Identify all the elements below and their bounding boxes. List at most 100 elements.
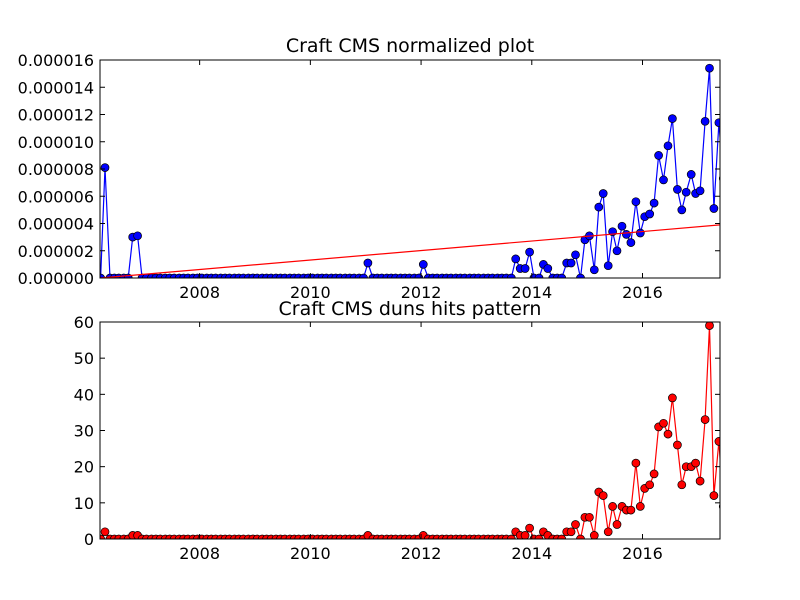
normalized-data-point [654, 151, 663, 160]
normalized-y-tick-label: 0.000008 [18, 160, 94, 179]
duns-hits-data-point [534, 534, 544, 539]
normalized-data-point [714, 118, 720, 128]
normalized-data-point [673, 185, 682, 194]
normalized-data-point [506, 273, 516, 278]
duns-hits-y-tick-label: 30 [74, 422, 94, 441]
normalized-data-point [635, 228, 645, 238]
normalized-data-point [659, 175, 668, 185]
normalized-data-point [594, 202, 604, 212]
duns-hits-data-point [598, 491, 608, 500]
normalized-x-tick-label: 2008 [179, 283, 220, 302]
duns-hits-data-point [626, 505, 636, 515]
duns-hits-data-point [677, 480, 687, 490]
duns-hits-data-point [631, 458, 641, 468]
duns-hits-data-point [649, 469, 659, 479]
duns-hits-data-point [589, 531, 599, 539]
duns-hits-data-point [645, 480, 655, 490]
duns-hits-y-tick-label: 40 [74, 385, 94, 404]
duns-hits-x-tick-label: 2016 [622, 544, 663, 563]
duns-hits-data-point [585, 512, 594, 522]
duns-hits-series-line-0 [100, 325, 720, 539]
normalized-series-line-1 [100, 224, 720, 278]
normalized-data-point [557, 273, 567, 278]
duns-hits-x-tick-label: 2012 [401, 544, 442, 563]
duns-hits-data-point [668, 393, 677, 403]
duns-hits-y-tick-label: 50 [74, 349, 94, 368]
normalized-data-point [622, 230, 631, 239]
duns-hits-data-point [635, 502, 645, 511]
duns-hits-plot-title: Craft CMS duns hits pattern [279, 298, 542, 320]
normalized-data-point [631, 197, 641, 207]
normalized-data-point [571, 250, 580, 260]
duns-hits-y-tick-label: 60 [74, 313, 94, 332]
normalized-data-point [363, 258, 373, 268]
normalized-plot-title: Craft CMS normalized plot [286, 35, 534, 57]
normalized-y-tick-label: 0.000016 [18, 51, 94, 70]
duns-hits-data-point [603, 527, 613, 537]
normalized-data-point [612, 246, 622, 256]
normalized-data-point [133, 231, 142, 241]
duns-hits-x-tick-label: 2008 [179, 544, 220, 563]
normalized-x-tick-label: 2012 [401, 283, 442, 302]
duns-hits-data-point [571, 520, 580, 529]
duns-hits-data-point [714, 437, 720, 446]
normalized-y-tick-label: 0.000010 [18, 133, 94, 152]
normalized-data-point [695, 186, 705, 196]
normalized-plot-area [100, 63, 720, 278]
normalized-y-tick-label: 0.000006 [18, 187, 94, 206]
duns-hits-data-point [663, 429, 673, 439]
duns-hits-data-point [520, 531, 530, 539]
normalized-data-point [543, 264, 553, 273]
normalized-data-point [511, 254, 521, 264]
normalized-data-point [598, 189, 608, 198]
duns-hits-data-point [612, 520, 622, 529]
normalized-data-point [359, 273, 368, 278]
normalized-data-point [525, 247, 534, 257]
normalized-data-point [677, 205, 687, 215]
duns-hits-data-point [506, 534, 516, 539]
normalized-data-point [705, 63, 714, 73]
duns-hits-data-point [100, 534, 105, 539]
duns-hits-plot: Craft CMS duns hits pattern 2008 2010 2012… [74, 298, 721, 563]
normalized-data-point [534, 273, 544, 278]
duns-hits-data-point [608, 502, 617, 511]
duns-hits-data-point [576, 534, 585, 539]
duns-hits-data-point [557, 534, 567, 539]
duns-hits-y-tick-label: 0 [84, 530, 94, 549]
normalized-data-point [603, 261, 613, 271]
normalized-y-tick-label: 0.000002 [18, 242, 94, 261]
duns-hits-x-tick-label: 2014 [511, 544, 552, 563]
normalized-x-tick-label: 2014 [511, 283, 552, 302]
normalized-y-tick-label: 0.000012 [18, 106, 94, 125]
normalized-plot-ticks: 2008 2010 2012 2014 2016 0.000000 0.000002 0.00… [18, 51, 720, 302]
normalized-x-tick-label: 2016 [622, 283, 663, 302]
normalized-data-point [418, 260, 428, 269]
duns-hits-data-point [695, 476, 705, 486]
normalized-data-point [649, 198, 659, 208]
duns-hits-data-point [709, 491, 719, 500]
normalized-data-point [668, 114, 677, 123]
normalized-plot: Craft CMS normalized plot 2008 2010 2012 20… [18, 35, 721, 302]
duns-hits-data-point [705, 322, 714, 330]
duns-hits-data-point [659, 418, 668, 428]
normalized-data-point [100, 273, 105, 278]
duns-hits-data-point [700, 415, 710, 424]
duns-hits-data-point [525, 523, 534, 533]
normalized-data-point [700, 116, 710, 126]
normalized-data-point [576, 273, 585, 278]
normalized-data-point [589, 265, 599, 275]
normalized-data-point [663, 141, 673, 151]
normalized-data-point [566, 258, 576, 268]
normalized-series-line-0 [100, 68, 720, 278]
normalized-y-tick-label: 0.000000 [18, 269, 94, 288]
duns-hits-data-point [566, 527, 576, 537]
normalized-x-tick-label: 2010 [290, 283, 331, 302]
normalized-y-tick-label: 0.000014 [18, 78, 94, 97]
normalized-y-tick-label: 0.000004 [18, 215, 94, 234]
duns-hits-plot-ticks: 2008 2010 2012 2014 2016 0 10 20 30 40 50 60 [74, 313, 720, 563]
duns-hits-data-point [673, 440, 682, 450]
duns-hits-x-tick-label: 2010 [290, 544, 331, 563]
normalized-data-point [520, 264, 530, 273]
